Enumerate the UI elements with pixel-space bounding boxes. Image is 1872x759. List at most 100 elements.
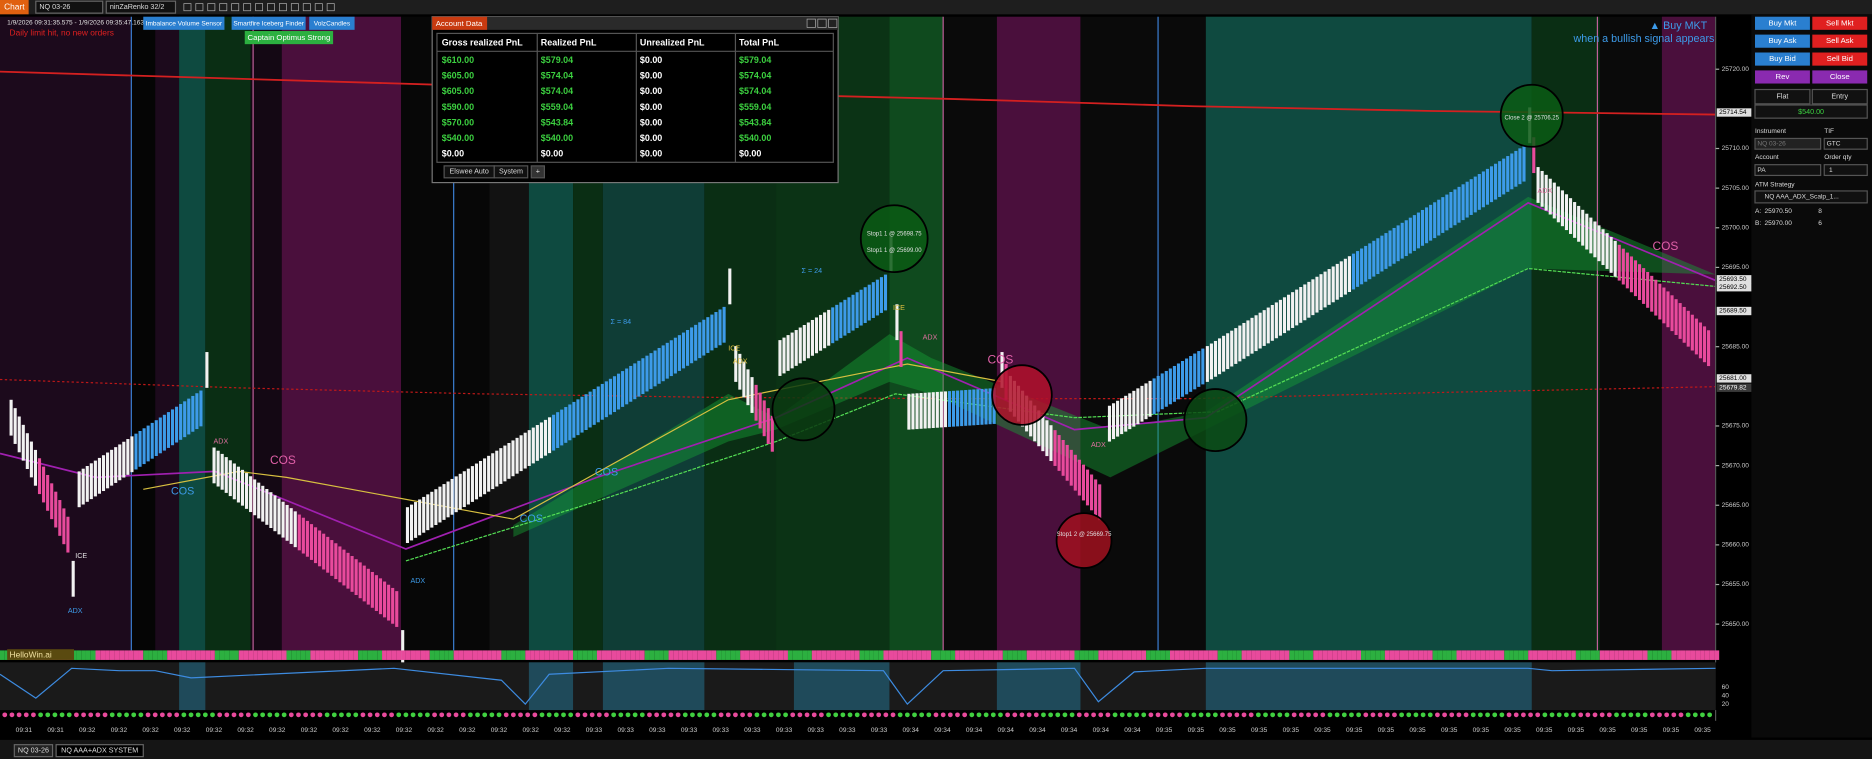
tif-field[interactable] <box>1823 137 1868 150</box>
renko-bar <box>454 476 458 513</box>
indicator-button-label: Imbalance Volume Sensor <box>146 21 223 28</box>
signal-strip <box>133 650 139 660</box>
renko-bar <box>1445 194 1449 231</box>
signal-dot <box>496 712 502 718</box>
order-button[interactable] <box>1755 70 1810 84</box>
renko-bar <box>1132 390 1136 427</box>
price-label: 25670.00 <box>1722 462 1750 469</box>
order-button-label: Buy Bid <box>1769 54 1796 63</box>
price-tag-label: 25689.50 <box>1719 308 1747 315</box>
account-tab[interactable] <box>530 165 546 179</box>
captain-button[interactable] <box>244 31 334 45</box>
renko-bar <box>552 414 556 451</box>
signal-dot <box>1148 712 1154 718</box>
renko-bar <box>1662 287 1666 324</box>
instrument-field-value: NQ 03-26 <box>1757 141 1786 148</box>
indicator-button[interactable] <box>309 16 355 30</box>
toolbar-icon[interactable] <box>207 3 216 12</box>
window-control[interactable] <box>806 18 816 28</box>
price-label: 25665.00 <box>1722 502 1750 509</box>
toolbar-icon[interactable] <box>279 3 287 12</box>
signal-dot <box>446 712 452 718</box>
renko-bar <box>458 473 462 510</box>
bottom-tab[interactable] <box>55 744 144 758</box>
signal-dot <box>1091 712 1096 718</box>
signal-dot <box>217 712 223 718</box>
renko-bar <box>54 491 58 528</box>
signal-strip <box>100 650 106 660</box>
window-control[interactable] <box>828 18 838 28</box>
renko-bar <box>847 297 851 334</box>
signal-strip <box>854 650 860 660</box>
indicator-button[interactable] <box>143 16 225 30</box>
toolbar-icon[interactable] <box>231 3 240 12</box>
instrument-select[interactable] <box>35 0 104 14</box>
renko-bar <box>1226 333 1230 370</box>
signal-dot <box>510 712 516 718</box>
atm-field[interactable] <box>1754 190 1868 204</box>
order-button[interactable] <box>1812 70 1868 84</box>
account-field[interactable] <box>1754 164 1822 177</box>
signal-dot <box>983 712 989 718</box>
account-tab[interactable] <box>493 165 529 179</box>
renko-bar <box>378 578 383 615</box>
renko-bar <box>1222 335 1226 372</box>
toolbar-icon[interactable] <box>243 3 252 12</box>
signal-strip <box>1700 650 1705 660</box>
signal-strip <box>964 650 970 660</box>
signal-dot <box>95 712 101 718</box>
signal-strip <box>128 650 134 660</box>
renko-bar <box>702 319 706 356</box>
order-button[interactable] <box>1812 52 1868 66</box>
signal-dot <box>231 712 237 718</box>
window-control[interactable] <box>817 18 827 28</box>
bartype-select[interactable] <box>105 0 177 14</box>
renko-bar <box>939 391 943 428</box>
renko-bar <box>1278 299 1282 336</box>
time-label: 09:32 <box>522 727 539 734</box>
signal-dot <box>1685 712 1691 718</box>
order-button[interactable] <box>1812 34 1868 48</box>
signal-strip <box>267 650 273 660</box>
signal-dot <box>1542 712 1548 718</box>
window-tab[interactable] <box>0 0 29 15</box>
signal-dot <box>697 712 702 718</box>
signal-strip <box>1361 650 1366 660</box>
renko-bar <box>867 284 871 321</box>
toolbar-icon[interactable] <box>183 3 192 12</box>
signal-strip <box>1189 650 1194 660</box>
qty-field[interactable] <box>1823 164 1868 177</box>
order-button[interactable] <box>1812 16 1868 30</box>
renko-bar <box>1049 425 1053 462</box>
signal-strip <box>1585 650 1591 660</box>
toolbar-icon[interactable] <box>326 3 335 12</box>
signal-strip <box>1318 650 1323 660</box>
signal-strip <box>296 650 301 660</box>
bottom-tab[interactable] <box>13 744 54 758</box>
toolbar-icon[interactable] <box>195 3 204 12</box>
toolbar-icon[interactable] <box>314 3 323 12</box>
renko-bar <box>794 330 798 366</box>
order-button[interactable] <box>1755 16 1810 30</box>
signal-dot <box>1313 712 1319 718</box>
table-cell: $0.00 <box>442 148 464 158</box>
signal-dot <box>840 712 846 718</box>
table-cell: $0.00 <box>640 71 662 81</box>
signal-dot <box>1076 712 1082 718</box>
signal-dot <box>374 712 380 718</box>
toolbar-icon[interactable] <box>267 3 275 12</box>
price-tag-label: 25681.00 <box>1719 375 1747 382</box>
renko-bar <box>616 373 621 410</box>
toolbar-icon[interactable] <box>219 3 228 12</box>
order-button[interactable] <box>1755 34 1810 48</box>
renko-bar <box>1213 340 1218 377</box>
toolbar-icon[interactable] <box>290 3 299 12</box>
signal-dot <box>611 712 617 718</box>
order-button[interactable] <box>1755 52 1810 66</box>
time-label: 09:33 <box>586 727 603 734</box>
instrument-field[interactable] <box>1754 137 1822 150</box>
indicator-button[interactable] <box>231 16 306 30</box>
toolbar-icon[interactable] <box>302 3 311 12</box>
toolbar-icon[interactable] <box>255 3 264 12</box>
time-label: 09:32 <box>269 727 286 734</box>
